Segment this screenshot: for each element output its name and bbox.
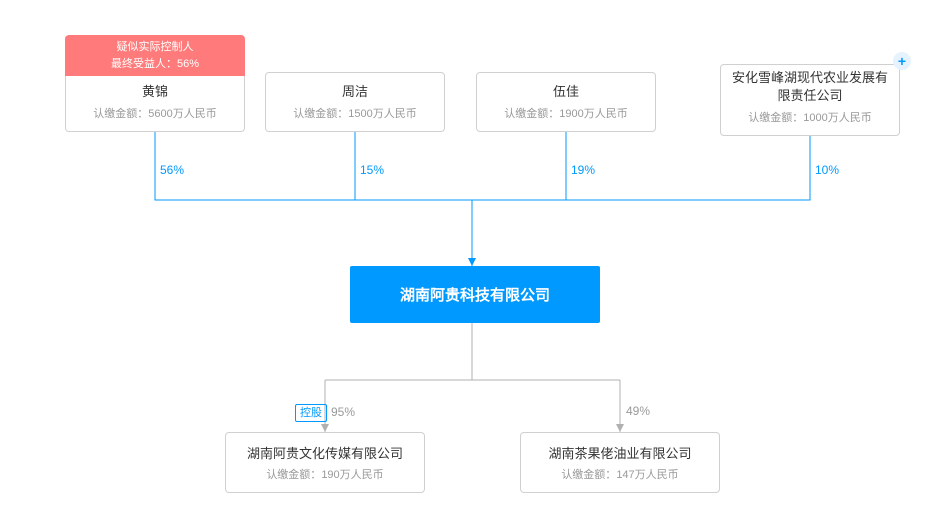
shareholder-name: 黄锦 bbox=[72, 83, 238, 101]
shareholder-name: 伍佳 bbox=[483, 83, 649, 101]
subsidiary-pct-1: 控股95% bbox=[295, 404, 355, 422]
center-company-name: 湖南阿贵科技有限公司 bbox=[400, 287, 550, 304]
ownership-pct-2: 15% bbox=[360, 163, 384, 177]
shareholder-name: 安化雪峰湖现代农业发展有限责任公司 bbox=[727, 69, 893, 105]
badge-line2: 最终受益人：56% bbox=[73, 56, 237, 73]
subsidiary-name: 湖南茶果佬油业有限公司 bbox=[527, 443, 713, 462]
shareholder-node-2[interactable]: 周洁 认缴金额：1500万人民币 bbox=[265, 72, 445, 132]
shareholder-amount: 认缴金额：5600万人民币 bbox=[72, 105, 238, 121]
subsidiary-amount: 认缴金额：147万人民币 bbox=[527, 466, 713, 482]
shareholder-node-1[interactable]: 疑似实际控制人 最终受益人：56% 黄锦 认缴金额：5600万人民币 bbox=[65, 72, 245, 132]
shareholder-amount: 认缴金额：1900万人民币 bbox=[483, 105, 649, 121]
ownership-pct-1: 56% bbox=[160, 163, 184, 177]
ownership-pct-4: 10% bbox=[815, 163, 839, 177]
badge-line1: 疑似实际控制人 bbox=[73, 39, 237, 56]
subsidiary-node-1[interactable]: 湖南阿贵文化传媒有限公司 认缴金额：190万人民币 bbox=[225, 432, 425, 493]
holding-tag: 控股 bbox=[295, 404, 327, 422]
shareholder-amount: 认缴金额：1000万人民币 bbox=[727, 109, 893, 125]
subsidiary-node-2[interactable]: 湖南茶果佬油业有限公司 认缴金额：147万人民币 bbox=[520, 432, 720, 493]
ownership-pct-3: 19% bbox=[571, 163, 595, 177]
subsidiary-amount: 认缴金额：190万人民币 bbox=[232, 466, 418, 482]
controller-badge: 疑似实际控制人 最终受益人：56% bbox=[65, 35, 245, 76]
shareholder-name: 周洁 bbox=[272, 83, 438, 101]
subsidiary-pct-2: 49% bbox=[626, 404, 650, 418]
shareholder-amount: 认缴金额：1500万人民币 bbox=[272, 105, 438, 121]
center-company-node[interactable]: 湖南阿贵科技有限公司 bbox=[350, 266, 600, 323]
shareholder-node-3[interactable]: 伍佳 认缴金额：1900万人民币 bbox=[476, 72, 656, 132]
expand-icon[interactable]: + bbox=[893, 52, 911, 70]
subsidiary-name: 湖南阿贵文化传媒有限公司 bbox=[232, 443, 418, 462]
shareholder-node-4[interactable]: 安化雪峰湖现代农业发展有限责任公司 认缴金额：1000万人民币 bbox=[720, 64, 900, 136]
